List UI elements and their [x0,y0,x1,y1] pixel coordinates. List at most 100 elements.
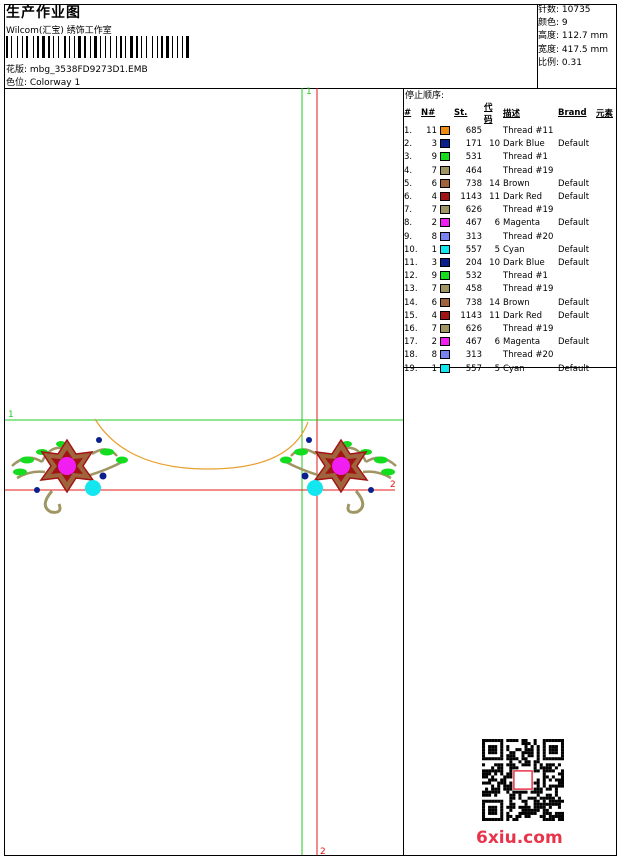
row-swatch [440,283,454,296]
table-row: 2. 3 171 10 Dark Blue Default [403,138,613,151]
barcode-bar [90,36,91,58]
row-brand: Default [558,363,590,374]
row-index: 18. [404,350,418,361]
table-row: 8. 2 467 6 Magenta Default [403,217,613,230]
row-stitches: 171 [465,139,482,150]
row-code: 11 [489,192,500,203]
barcode-bar [19,36,21,58]
row-brand [558,283,596,296]
table-row: 19. 1 557 5 Cyan Default [403,363,613,376]
row-brand [558,231,596,244]
barcode-bar [11,36,12,58]
row-stitches: 626 [465,205,482,216]
row-code: 6 [494,337,500,348]
row-description: Cyan [503,363,525,374]
row-needle: 7 [431,284,437,295]
row-code [484,204,503,217]
thread-table: # N# St. 代码 描述 Brand 元素 1. 11 685 Thread #1… [403,101,613,376]
sheet-frame [4,4,617,856]
row-brand: Default [558,297,590,308]
qr-code-icon [482,739,564,821]
row-swatch [440,231,454,244]
barcode-bar [42,36,45,58]
col-index: # [404,108,412,118]
stat-scale: 比例: 0.31 [538,57,582,68]
row-stitches: 557 [465,363,482,374]
barcode-bar [127,36,129,58]
barcode-bar [40,36,41,58]
row-stitches: 1143 [460,192,482,203]
barcode-bar [51,36,52,58]
row-description: Thread #19 [503,284,554,295]
barcode-bar [71,36,73,58]
row-stitches: 467 [465,337,482,348]
barcode-bar [139,36,140,58]
row-index: 2. [404,139,413,150]
row-description: Dark Blue [503,258,545,269]
barcode-bar [134,36,135,58]
row-index: 8. [404,218,413,229]
table-row: 13. 7 458 Thread #19 [403,283,613,296]
row-swatch [440,349,454,362]
row-needle: 11 [426,126,437,136]
barcode-bar [76,36,77,58]
stop-sequence-title: 停止顺序: [405,91,445,101]
row-brand: Default [558,218,590,229]
barcode-bar [13,36,16,58]
row-brand: Default [558,244,590,255]
color-swatch [440,284,450,294]
row-description: Dark Red [503,192,543,203]
table-row: 11. 3 204 10 Dark Blue Default [403,257,613,270]
row-needle: 2 [431,337,437,348]
table-row: 12. 9 532 Thread #1 [403,270,613,283]
col-needle: N# [421,108,436,118]
row-swatch [440,363,454,376]
barcode-bar [105,36,106,58]
barcode-bar [186,36,189,58]
barcode-bar [177,36,178,58]
stat-stitches: 针数: 10735 [538,5,591,15]
site-logo: 6xiu.com [476,828,563,848]
barcode-bar [37,36,39,58]
barcode-bar [53,36,54,58]
row-index: 16. [404,324,418,335]
row-swatch [440,297,454,310]
row-description: Thread #20 [503,231,554,242]
table-row: 10. 1 557 5 Cyan Default [403,244,613,257]
color-swatch [440,297,450,307]
row-brand [558,151,596,164]
row-stitches: 685 [465,126,482,136]
row-code [484,349,503,362]
page-title: 生产作业图 [6,5,81,21]
row-stitches: 313 [465,231,482,242]
barcode-bar [179,36,181,58]
barcode-bar [24,36,25,58]
barcode-icon [6,36,232,58]
table-row: 1. 11 685 Thread #11 [403,125,613,138]
barcode-bar [92,36,93,58]
color-swatch [440,231,450,241]
row-brand: Default [558,310,590,321]
row-description: Thread #20 [503,350,554,361]
row-code [484,283,503,296]
row-index: 13. [404,284,418,295]
row-stitches: 204 [465,258,482,269]
row-swatch [440,244,454,257]
color-swatch [440,205,450,215]
color-swatch [440,350,450,360]
row-description: Dark Red [503,310,543,321]
row-brand [558,125,596,138]
barcode-bar [26,36,28,58]
barcode-bar [74,36,75,58]
row-needle: 4 [431,192,437,203]
row-swatch [440,270,454,283]
row-needle: 1 [431,363,437,374]
row-swatch [440,125,454,138]
row-stitches: 557 [465,244,482,255]
row-description: Thread #19 [503,205,554,216]
barcode-bar [94,36,97,58]
header-divider [5,88,616,89]
table-bottom-divider [403,367,616,368]
thread-table-header: # N# St. 代码 描述 Brand 元素 [403,101,613,125]
barcode-bar [120,36,122,58]
